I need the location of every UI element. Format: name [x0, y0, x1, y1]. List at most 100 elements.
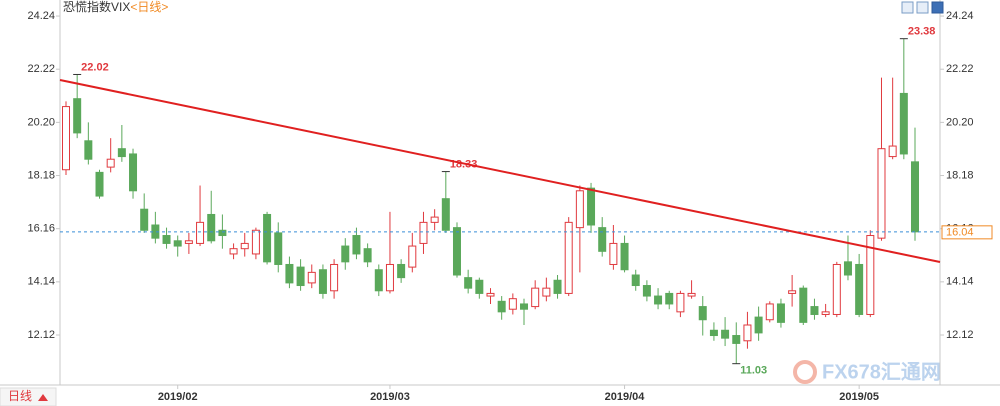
candle — [73, 74, 82, 139]
x-tick-label: 2019/04 — [605, 391, 646, 403]
candle-body — [117, 148, 126, 158]
candle-body — [452, 227, 461, 276]
y-tick-label: 20.20 — [946, 116, 974, 128]
candle-body — [587, 187, 596, 226]
chart-title: 恐慌指数VIX<日线> — [63, 0, 168, 14]
y-tick-label: 22.22 — [27, 63, 55, 75]
candle — [95, 169, 104, 199]
candle — [810, 298, 819, 320]
y-tick-label: 14.14 — [946, 276, 974, 288]
candle — [307, 264, 316, 289]
y-tick-label: 24.24 — [27, 10, 55, 22]
candle-body — [564, 221, 573, 294]
candle-body — [184, 240, 193, 244]
candle-body — [296, 266, 305, 287]
candle-body — [363, 248, 372, 263]
candle-body — [419, 221, 428, 244]
extreme-label: 22.02 — [81, 61, 109, 73]
candle-body — [508, 298, 517, 310]
y-tick-label: 12.12 — [27, 329, 55, 341]
candle-body — [106, 158, 115, 168]
candle — [721, 317, 730, 347]
y-tick-label: 16.16 — [27, 223, 55, 235]
candle — [397, 259, 406, 283]
watermark-logo — [793, 360, 817, 384]
candle — [251, 227, 260, 260]
candle — [184, 232, 193, 254]
candle-body — [531, 287, 540, 308]
tool-button[interactable] — [901, 1, 914, 14]
candle — [430, 209, 439, 231]
candle-body — [788, 290, 797, 294]
candle-body — [374, 269, 383, 292]
candle-body — [709, 329, 718, 337]
candle — [62, 101, 70, 175]
candle — [520, 298, 529, 325]
candle — [196, 185, 205, 247]
candle-body — [698, 306, 707, 321]
candle-body — [899, 92, 908, 155]
candle — [788, 275, 797, 307]
candle — [140, 193, 149, 233]
candle — [676, 290, 685, 318]
candle-body — [542, 287, 551, 297]
candle-body — [497, 300, 506, 313]
candle-body — [810, 306, 819, 315]
candle-body — [307, 271, 316, 284]
candle-body — [776, 303, 785, 323]
candle — [665, 290, 674, 310]
candle-body — [62, 106, 70, 171]
y-tick-label: 14.14 — [27, 276, 55, 288]
candle-body — [240, 242, 249, 250]
candle — [732, 322, 741, 364]
candle — [587, 182, 596, 233]
tool-button[interactable] — [916, 1, 929, 14]
candle — [899, 38, 908, 160]
candle — [553, 275, 562, 299]
y-tick-label: 18.18 — [27, 169, 55, 181]
candle — [318, 264, 327, 299]
candle — [285, 256, 294, 289]
candle-body — [721, 329, 730, 339]
candle-body — [676, 292, 685, 313]
candle-body — [129, 153, 138, 192]
candle — [475, 277, 484, 299]
candle-body — [520, 303, 529, 310]
candle — [274, 222, 283, 273]
candle-body — [911, 161, 919, 233]
candle — [743, 311, 752, 349]
candle — [642, 280, 651, 302]
candle — [888, 77, 897, 160]
candle — [464, 269, 473, 294]
candle-body — [575, 190, 584, 229]
candle — [877, 77, 886, 241]
tool-button[interactable] — [931, 1, 944, 14]
candle — [352, 227, 361, 260]
candle — [654, 288, 663, 310]
candle-body — [609, 242, 618, 265]
candle — [709, 322, 718, 341]
watermark: FX678汇通网 — [822, 360, 941, 383]
candle — [162, 227, 171, 249]
candle — [229, 243, 238, 260]
period-label: 日线 — [8, 389, 32, 403]
candle — [207, 190, 216, 244]
period-button[interactable]: 日线 — [0, 387, 57, 406]
period-arrow — [38, 394, 48, 401]
candle — [452, 222, 461, 278]
candle — [765, 301, 774, 323]
candle — [598, 217, 607, 257]
candle-body — [274, 232, 283, 265]
candle-body — [229, 248, 238, 255]
candle-body — [207, 213, 216, 242]
candle — [486, 288, 495, 304]
trend-line — [59, 79, 941, 263]
candle — [799, 285, 808, 325]
candle — [363, 243, 372, 268]
candle-body — [464, 277, 473, 289]
y-tick-label: 12.12 — [946, 329, 974, 341]
candle-body — [385, 263, 394, 292]
candle-body — [855, 263, 864, 315]
candle-body — [553, 279, 562, 294]
